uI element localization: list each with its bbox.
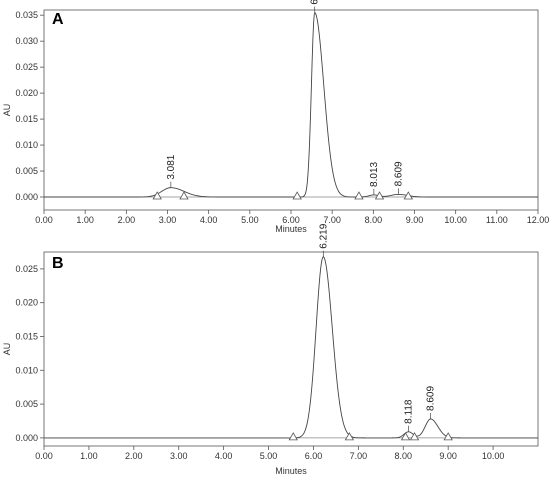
x-tick-label: 6.00: [305, 451, 323, 461]
x-tick-label: 7.00: [350, 451, 368, 461]
x-axis-title: Minutes: [275, 224, 307, 234]
x-tick-label: 0.00: [35, 215, 53, 225]
peak-label: 8.013: [369, 161, 380, 186]
x-tick-label: 6.00: [282, 215, 300, 225]
integration-marker: [152, 191, 162, 200]
integration-marker: [400, 432, 411, 441]
y-tick-label: 0.035: [15, 10, 38, 20]
y-tick-label: 0.000: [15, 192, 38, 202]
y-tick-label: 0.005: [15, 166, 38, 176]
peak-label: 3.081: [166, 154, 177, 179]
y-tick-label: 0.015: [15, 114, 38, 124]
y-tick-label: 0.020: [15, 298, 38, 308]
peak-label: 6.219: [318, 223, 329, 248]
y-tick-label: 0.000: [15, 433, 38, 443]
peak-label: 8.118: [404, 399, 415, 424]
chart-panel-b: 0.000 0.005 0.010 0.015 0.020 0.025 0.00 1.00 2.…: [2, 223, 539, 476]
x-tick-label: 9.00: [439, 451, 457, 461]
chart-panel-a: 0.000 0.005 0.010 0.015 0.020 0.025 0.030 0.035…: [2, 0, 549, 234]
x-tick-label: 8.00: [395, 451, 413, 461]
integration-marker: [354, 191, 364, 200]
y-tick-label: 0.015: [15, 331, 38, 341]
plot-frame: [43, 251, 539, 447]
integration-marker: [374, 191, 385, 200]
plot-frame: [43, 9, 539, 211]
y-tick-label: 0.025: [15, 62, 38, 72]
y-tick-label: 0.030: [15, 36, 38, 46]
x-tick-label: 1.00: [80, 451, 98, 461]
x-tick-label: 10.00: [482, 451, 505, 461]
x-tick-label: 9.00: [406, 215, 424, 225]
y-axis-title: AU: [2, 104, 12, 117]
x-tick-label: 1.00: [76, 215, 94, 225]
integration-marker: [292, 191, 302, 200]
x-tick-label: 0.00: [35, 451, 53, 461]
chromatogram-trace: [44, 256, 538, 439]
peak-label: 8.609: [426, 385, 437, 410]
x-tick-label: 2.00: [125, 451, 143, 461]
y-axis-title: AU: [2, 343, 12, 356]
x-tick-label: 3.00: [159, 215, 177, 225]
integration-marker: [443, 432, 453, 441]
y-tick-label: 0.025: [15, 264, 38, 274]
peak-label: 6.576: [310, 0, 321, 5]
x-tick-label: 12.00: [527, 215, 550, 225]
x-tick-label: 4.00: [215, 451, 233, 461]
integration-marker: [288, 432, 298, 441]
x-tick-label: 7.00: [323, 215, 341, 225]
x-axis-title: Minutes: [275, 466, 307, 476]
x-tick-label: 2.00: [118, 215, 136, 225]
y-tick-label: 0.010: [15, 140, 38, 150]
integration-marker: [344, 432, 355, 441]
peak-label: 8.609: [393, 161, 404, 186]
integration-marker: [403, 191, 414, 200]
panel-label: B: [52, 255, 64, 272]
x-tick-label: 10.00: [444, 215, 467, 225]
y-tick-label: 0.020: [15, 88, 38, 98]
x-tick-label: 5.00: [241, 215, 259, 225]
x-tick-label: 5.00: [260, 451, 278, 461]
chromatogram-trace: [44, 11, 538, 198]
integration-marker: [179, 191, 189, 200]
x-tick-label: 3.00: [170, 451, 188, 461]
x-tick-label: 11.00: [486, 215, 508, 225]
x-tick-label: 4.00: [200, 215, 218, 225]
x-tick-label: 8.00: [365, 215, 383, 225]
y-tick-label: 0.005: [15, 399, 38, 409]
y-tick-label: 0.010: [15, 365, 38, 375]
panel-label: A: [52, 11, 64, 28]
integration-marker: [409, 432, 420, 441]
